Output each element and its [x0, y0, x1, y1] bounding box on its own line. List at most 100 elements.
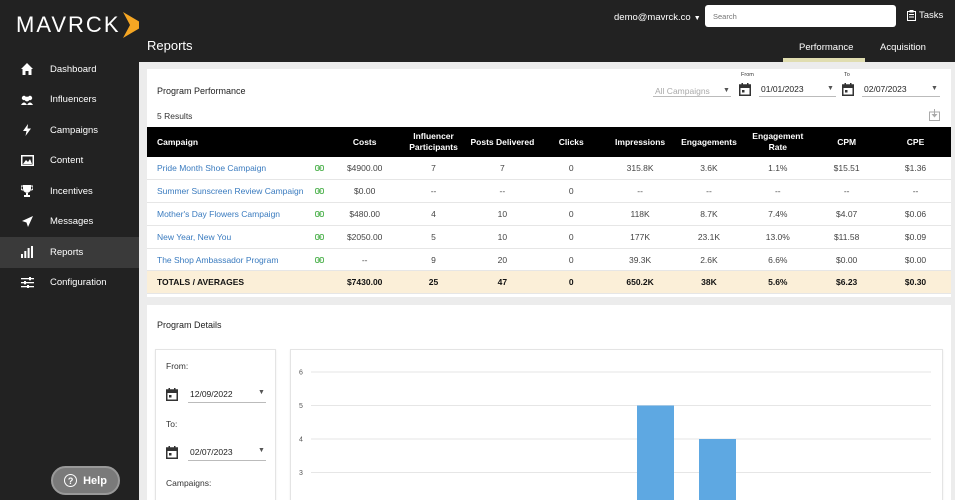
- column-header-posts[interactable]: Posts Delivered: [470, 136, 535, 147]
- chart-svg: 6 5 4 3: [299, 370, 931, 500]
- active-tab-indicator: [783, 58, 865, 62]
- people-icon: [20, 93, 34, 107]
- to-label: To: [844, 72, 850, 78]
- sidebar-item-influencers[interactable]: Influencers: [0, 85, 139, 116]
- column-header-campaign[interactable]: Campaign: [157, 136, 199, 147]
- column-header-cpm[interactable]: CPM: [837, 136, 857, 147]
- question-icon: ?: [64, 474, 78, 487]
- to-date-value[interactable]: 02/07/2023: [864, 84, 907, 94]
- image-icon: [20, 154, 34, 168]
- tab-acquisition[interactable]: Acquisition: [880, 42, 926, 53]
- cell-engagement-rate: 6.6%: [768, 254, 788, 265]
- results-count: 5 Results: [157, 111, 193, 121]
- tasks-label: Tasks: [919, 10, 944, 21]
- column-header-clicks[interactable]: Clicks: [558, 136, 584, 147]
- cell-costs: $0.00: [354, 186, 376, 197]
- column-header-engagement-rate[interactable]: Engagement Rate: [752, 131, 804, 152]
- campaign-filter[interactable]: All Campaigns: [655, 86, 710, 96]
- cell-engagements: 2.6K: [700, 254, 718, 265]
- sidebar-item-label: Incentives: [50, 185, 93, 197]
- sidebar-nav: Dashboard Influencers Campaigns Content …: [0, 54, 139, 298]
- calendar-icon[interactable]: [166, 388, 178, 401]
- column-header-engagements[interactable]: Engagements: [681, 136, 737, 147]
- user-menu[interactable]: demo@mavrck.co ▼: [614, 12, 701, 23]
- cell-participants: 4: [431, 208, 436, 219]
- sidebar-item-label: Campaigns: [50, 124, 99, 136]
- calendar-icon[interactable]: [166, 446, 178, 459]
- from-date-value[interactable]: 12/09/2022: [190, 389, 233, 399]
- total-posts: 47: [497, 277, 508, 288]
- y-tick-label: 4: [299, 437, 303, 444]
- campaign-link[interactable]: New Year, New You: [157, 231, 232, 242]
- sidebar-item-incentives[interactable]: Incentives: [0, 176, 139, 207]
- download-icon[interactable]: [929, 109, 940, 121]
- search-input[interactable]: [705, 5, 896, 27]
- link-icon[interactable]: [309, 248, 329, 271]
- caret-down-icon: ▼: [827, 85, 834, 92]
- cell-posts: 20: [497, 254, 508, 265]
- chart-bar[interactable]: [637, 405, 674, 500]
- sidebar-item-campaigns[interactable]: Campaigns: [0, 115, 139, 146]
- help-button[interactable]: ? Help: [51, 466, 120, 495]
- program-performance-panel: Program Performance All Campaigns ▼ From…: [147, 69, 951, 297]
- mavrck-logo[interactable]: MAVRCK: [16, 12, 145, 38]
- column-header-cpe[interactable]: CPE: [906, 136, 925, 147]
- caret-down-icon: ▼: [693, 15, 701, 22]
- calendar-icon[interactable]: [842, 83, 854, 96]
- link-icon[interactable]: [309, 157, 329, 180]
- sidebar-item-messages[interactable]: Messages: [0, 207, 139, 238]
- cell-clicks: 0: [568, 231, 574, 242]
- chart-bar[interactable]: [699, 439, 736, 500]
- cell-impressions: 39.3K: [628, 254, 652, 265]
- sidebar-item-configuration[interactable]: Configuration: [0, 268, 139, 299]
- tasks-button[interactable]: Tasks: [907, 10, 943, 21]
- cell-posts: 7: [500, 163, 505, 174]
- link-icon[interactable]: [309, 203, 329, 226]
- cell-engagements: --: [706, 186, 712, 197]
- tab-performance[interactable]: Performance: [799, 42, 854, 53]
- column-header-participants[interactable]: Influencer Participants: [409, 131, 458, 152]
- cell-posts: 10: [497, 231, 508, 242]
- campaign-link[interactable]: Summer Sunscreen Review Campaign: [157, 186, 304, 197]
- campaign-link[interactable]: The Shop Ambassador Program: [157, 254, 279, 265]
- campaign-filter-underline: [653, 81, 731, 97]
- y-tick-label: 3: [299, 470, 303, 477]
- cell-costs: --: [361, 254, 368, 265]
- logo-text: MAVRCK: [16, 12, 121, 37]
- sidebar-item-dashboard[interactable]: Dashboard: [0, 54, 139, 85]
- table-header-row: Campaign Costs Influencer Participants P…: [147, 127, 951, 157]
- topbar: Reports demo@mavrck.co▼ Tasks Performanc…: [139, 0, 955, 62]
- campaign-link[interactable]: Mother's Day Flowers Campaign: [157, 208, 281, 219]
- help-label: Help: [83, 474, 107, 487]
- cell-cpm: $0.00: [836, 254, 858, 265]
- column-header-costs[interactable]: Costs: [352, 136, 377, 147]
- campaign-link[interactable]: Pride Month Shoe Campaign: [157, 163, 267, 174]
- cell-cpe: $0.09: [904, 231, 927, 242]
- table-row: Summer Sunscreen Review Campaign $0.00 -…: [147, 180, 951, 203]
- from-date-value[interactable]: 01/01/2023: [761, 84, 804, 94]
- from-label: From:: [166, 361, 189, 371]
- caret-down-icon: ▼: [258, 389, 265, 396]
- home-icon: [20, 62, 34, 76]
- trophy-icon: [20, 184, 34, 198]
- link-icon[interactable]: [309, 225, 329, 248]
- caret-down-icon: ▼: [258, 447, 265, 454]
- cell-cpm: $11.58: [833, 231, 860, 242]
- calendar-icon[interactable]: [739, 83, 751, 96]
- cell-cpe: $1.36: [904, 163, 927, 174]
- cell-engagement-rate: 13.0%: [765, 231, 790, 242]
- performance-table: Campaign Costs Influencer Participants P…: [147, 127, 951, 294]
- sidebar-item-content[interactable]: Content: [0, 146, 139, 177]
- to-date-value[interactable]: 02/07/2023: [190, 447, 233, 457]
- cell-participants: --: [430, 186, 437, 197]
- cell-participants: 9: [431, 254, 436, 265]
- table-row: The Shop Ambassador Program -- 9 20 0 39…: [147, 248, 951, 271]
- sidebar-item-reports[interactable]: Reports: [0, 237, 139, 268]
- column-header-impressions[interactable]: Impressions: [615, 136, 666, 147]
- sidebar: MAVRCK Dashboard Influencers Campaigns: [0, 0, 145, 500]
- details-chart: 6 5 4 3: [290, 349, 943, 500]
- cell-costs: $2050.00: [346, 231, 383, 242]
- send-icon: [20, 215, 34, 229]
- cell-engagement-rate: 1.1%: [768, 163, 788, 174]
- link-icon[interactable]: [309, 180, 329, 203]
